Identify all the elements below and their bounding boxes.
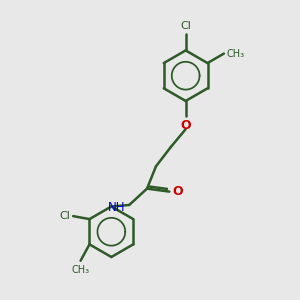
Text: NH: NH [108,201,126,214]
Text: O: O [172,185,183,198]
Text: O: O [180,119,191,132]
Text: Cl: Cl [180,21,191,31]
Text: Cl: Cl [59,211,70,221]
Text: CH₃: CH₃ [227,49,245,58]
Text: CH₃: CH₃ [71,265,90,275]
